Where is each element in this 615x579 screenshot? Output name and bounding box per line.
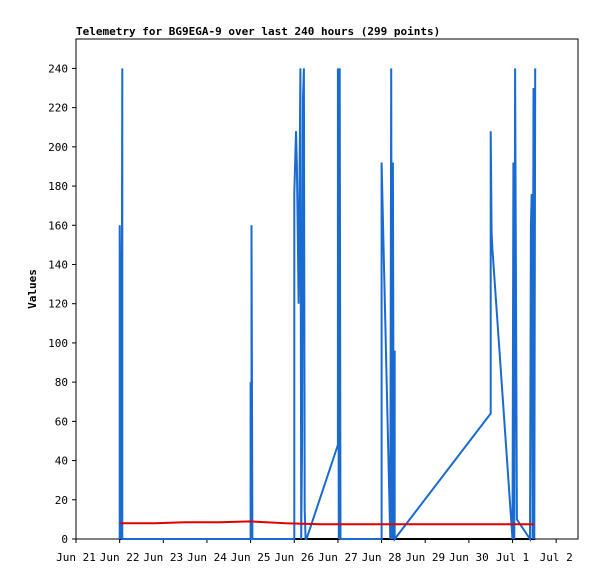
y-tick-label: 240 [48, 62, 68, 75]
y-tick-label: 180 [48, 180, 68, 193]
y-tick-label: 0 [61, 533, 68, 546]
x-tick-label: Jun 27 [318, 551, 358, 564]
series-layer [118, 68, 537, 543]
y-axis: 0 20 40 60 80 100 120 140 160 180 200 220 240 [48, 62, 76, 546]
x-tick-label: Jun 25 [231, 551, 271, 564]
y-tick-label: 160 [48, 219, 68, 232]
y-tick-label: 200 [48, 141, 68, 154]
x-tick-label: Jun 22 [100, 551, 140, 564]
x-tick-label: Jun 26 [274, 551, 314, 564]
y-tick-label: 20 [55, 494, 68, 507]
y-axis-title: Values [26, 269, 39, 309]
y-tick-label: 140 [48, 258, 68, 271]
y-tick-label: 40 [55, 455, 68, 468]
x-tick-label: Jun 29 [405, 551, 445, 564]
y-tick-label: 120 [48, 298, 68, 311]
y-tick-label: 60 [55, 415, 68, 428]
x-tick-label: Jun 30 [449, 551, 489, 564]
chart-title: Telemetry for BG9EGA-9 over last 240 hou… [76, 25, 440, 38]
y-tick-label: 80 [55, 376, 68, 389]
x-tick-label: Jul 2 [540, 551, 573, 564]
x-tick-label: Jun 24 [187, 551, 227, 564]
x-tick-label: Jun 23 [143, 551, 183, 564]
x-axis: Jun 21 Jun 22 Jun 23 Jun 24 Jun 25 Jun 26 Jun … [56, 539, 573, 564]
y-tick-label: 100 [48, 337, 68, 350]
y-tick-label: 220 [48, 102, 68, 115]
series-2-line [119, 520, 535, 526]
x-tick-label: Jun 21 [56, 551, 96, 564]
series-1-line [118, 68, 537, 543]
plot-frame [75, 38, 579, 540]
x-tick-label: Jun 28 [362, 551, 402, 564]
x-tick-label: Jul 1 [496, 551, 529, 564]
